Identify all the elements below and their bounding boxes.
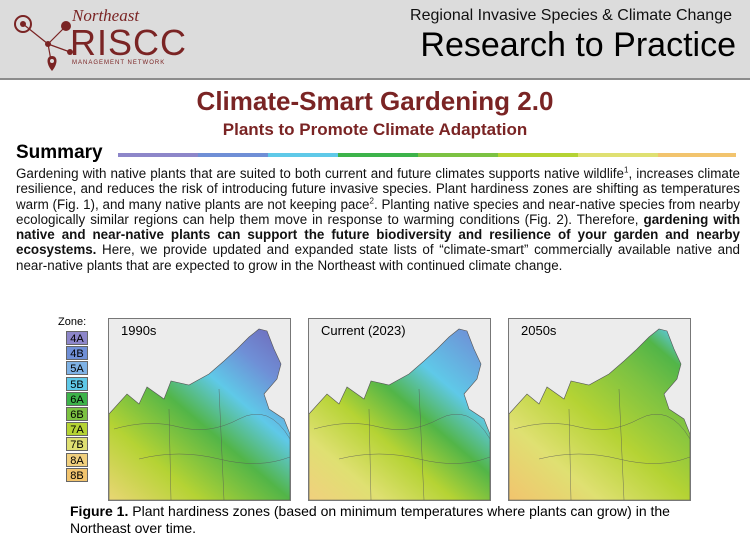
zone-swatch: 6B	[66, 406, 88, 421]
map-1990s: 1990s	[108, 318, 291, 501]
zone-swatch: 5B	[66, 376, 88, 391]
map-label: 2050s	[521, 323, 557, 338]
zone-swatch: 6A	[66, 391, 88, 406]
header-main-title: Research to Practice	[420, 26, 736, 64]
zone-swatch: 7A	[66, 422, 88, 437]
logo-northeast: Northeast	[72, 6, 140, 25]
zone-legend: 4A 4B 5A 5B 6A 6B 7A 7B 8A 8B	[66, 331, 88, 483]
logo-network: MANAGEMENT NETWORK	[72, 60, 166, 66]
map-2050s: 2050s	[508, 318, 691, 501]
zone-swatch: 4B	[66, 346, 88, 361]
zone-swatch: 7B	[66, 437, 88, 452]
page-header: Northeast RISCC MANAGEMENT NETWORK Regio…	[0, 0, 750, 80]
figure-caption: Figure 1. Plant hardiness zones (based o…	[70, 503, 670, 536]
header-top-line: Regional Invasive Species & Climate Chan…	[410, 7, 732, 24]
map-label: Current (2023)	[321, 323, 406, 338]
zone-swatch: 4A	[66, 331, 88, 345]
zone-legend-title: Zone:	[58, 316, 87, 328]
zone-swatch: 8A	[66, 452, 88, 467]
zone-swatch: 8B	[66, 467, 88, 482]
color-stripe-divider	[118, 153, 736, 157]
riscc-logo	[8, 4, 178, 74]
map-current: Current (2023)	[308, 318, 491, 501]
map-label: 1990s	[121, 323, 157, 338]
zone-swatch: 5A	[66, 361, 88, 376]
summary-paragraph: Gardening with native plants that are su…	[16, 165, 741, 273]
doc-title: Climate-Smart Gardening 2.0	[196, 86, 554, 116]
logo-riscc: RISCC	[70, 22, 188, 63]
pin-network-icon	[14, 15, 73, 71]
doc-subtitle: Plants to Promote Climate Adaptation	[222, 120, 528, 139]
section-heading: Summary	[16, 142, 103, 163]
